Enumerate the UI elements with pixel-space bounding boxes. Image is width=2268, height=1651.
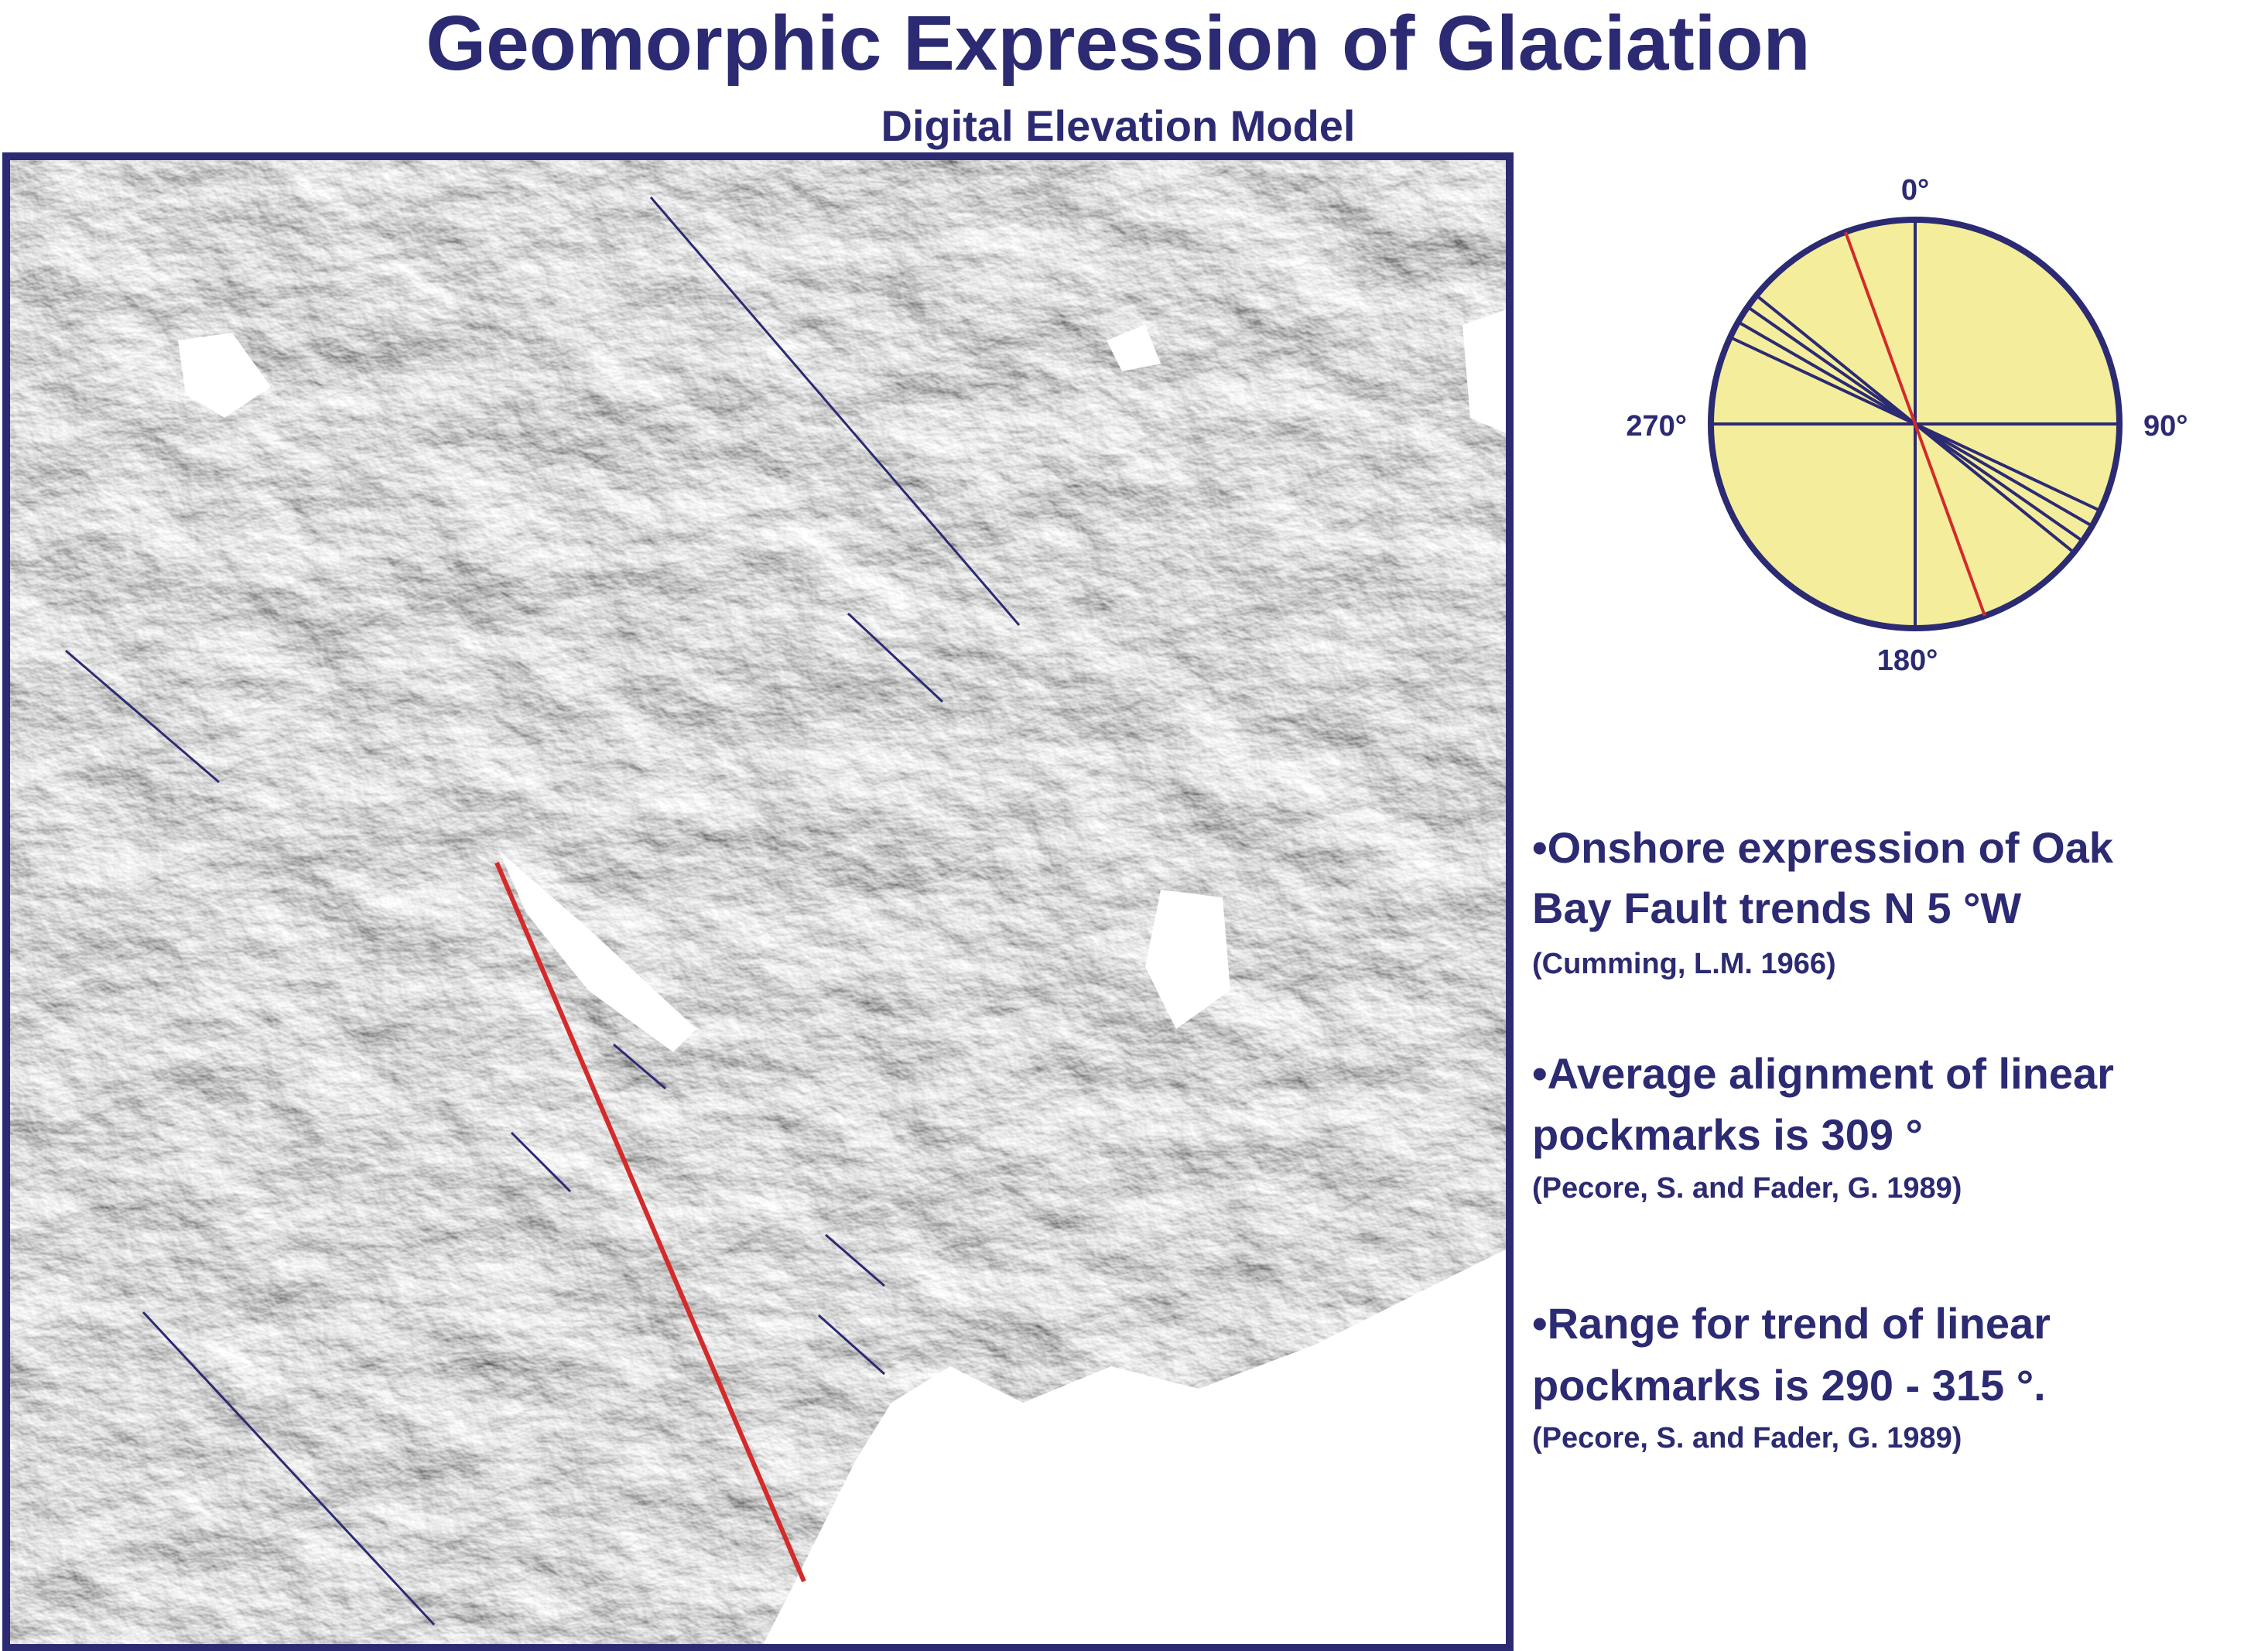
note-line: •Onshore expression of Oak xyxy=(1532,823,2114,872)
subtitle: Digital Elevation Model xyxy=(881,101,1356,150)
rose-diagram: 0° 90° 180° 270° xyxy=(1626,174,2188,677)
rose-label: 270° xyxy=(1626,410,1687,443)
note-source: (Pecore, S. and Fader, G. 1989) xyxy=(1532,1422,1962,1454)
notes: •Onshore expression of Oak Bay Fault tre… xyxy=(1532,823,2114,1454)
rose-label: 180° xyxy=(1877,644,1938,677)
note-line: Bay Fault trends N 5 °W xyxy=(1532,884,2021,932)
note-line: pockmarks is 309 ° xyxy=(1532,1110,1923,1159)
rose-label: 90° xyxy=(2143,410,2188,443)
rose-label: 0° xyxy=(1901,174,1929,207)
dem-image xyxy=(10,160,1506,1644)
note-line: •Range for trend of linear xyxy=(1532,1299,2051,1348)
note-source: (Pecore, S. and Fader, G. 1989) xyxy=(1532,1172,1962,1205)
image-frame xyxy=(2,152,1514,1651)
note-source: (Cumming, L.M. 1966) xyxy=(1532,948,1836,980)
title: Geomorphic Expression of Glaciation xyxy=(426,0,1810,87)
note-line: •Average alignment of linear xyxy=(1532,1049,2114,1098)
note-line: pockmarks is 290 - 315 °. xyxy=(1532,1361,2046,1410)
